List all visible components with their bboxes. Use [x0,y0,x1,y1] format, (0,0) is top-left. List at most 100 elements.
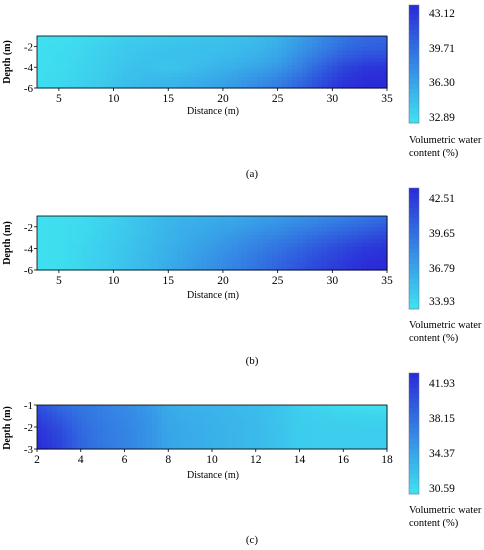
heatmap-cell [127,47,133,52]
heatmap-cell [312,47,318,52]
heatmap-cell [312,250,318,256]
heatmap-cell [287,411,293,416]
heatmap-cell [247,231,253,236]
heatmap-cell [362,420,368,425]
heatmap-cell [112,436,118,441]
heatmap-cell [287,408,293,412]
heatmap-cell [257,84,263,89]
heatmap-cell [142,445,148,450]
heatmap-cell [67,36,73,41]
heatmap-cell [362,65,368,71]
heatmap-cell [332,36,338,41]
heatmap-cell [307,223,313,229]
heatmap-cell [277,219,283,225]
heatmap-cell [352,262,358,267]
heatmap-cell [107,258,113,263]
heatmap-cell [137,430,143,434]
heatmap-cell [332,239,338,244]
heatmap-cell [57,43,63,48]
heatmap-cell [207,411,213,416]
heatmap-cell [172,62,178,67]
colorbar-step [409,218,419,224]
heatmap-cell [297,43,303,48]
heatmap-cell [57,439,63,444]
heatmap-cell [252,266,258,271]
colorbar-step [409,373,419,379]
heatmap-cell [207,58,213,63]
heatmap-cell [147,427,153,431]
heatmap-cell [107,58,113,63]
heatmap-cell [162,405,168,409]
heatmap-cell [172,50,178,56]
heatmap-cell [252,50,258,56]
heatmap-cell [252,436,258,441]
heatmap-cell [317,408,323,412]
heatmap-cell [202,430,208,434]
heatmap-cell [337,47,343,52]
heatmap-cell [132,235,138,240]
heatmap-cell [267,73,273,78]
heatmap-cell [382,246,388,252]
heatmap-cell [297,231,303,236]
heatmap-cell [217,69,223,74]
heatmap-cell [157,84,163,89]
heatmap-cell [102,254,108,260]
heatmap-cell [372,43,378,48]
heatmap-cell [112,433,118,438]
heatmap-cell [142,439,148,444]
heatmap-cell [272,62,278,67]
heatmap-cell [167,58,173,63]
heatmap-cell [262,405,268,409]
heatmap-cell [382,417,388,422]
heatmap-cell [42,216,48,221]
heatmap-cell [77,43,83,48]
heatmap-cell [357,258,363,263]
heatmap-cell [207,239,213,244]
heatmap-cell [107,65,113,71]
heatmap-cell [292,73,298,78]
heatmap-cell [92,80,98,85]
heatmap-cell [152,50,158,56]
heatmap-cell [177,62,183,67]
heatmap-cell [227,417,233,422]
heatmap-cell [202,65,208,71]
heatmap-cell [262,430,268,434]
heatmap-cell [362,266,368,271]
heatmap-cell [257,36,263,41]
heatmap-cell [347,80,353,85]
heatmap-cell [277,84,283,89]
heatmap-cell [162,231,168,236]
heatmap-cell [142,227,148,233]
heatmap-cell [112,65,118,71]
heatmap-cell [272,408,278,412]
heatmap-cell [172,433,178,438]
heatmap-cell [272,262,278,267]
heatmap-cell [137,239,143,244]
heatmap-cell [217,219,223,225]
heatmap-cell [352,65,358,71]
heatmap-cell [87,50,93,56]
heatmap-cell [227,231,233,236]
heatmap-cell [42,420,48,425]
heatmap-cell [172,69,178,74]
heatmap-cell [282,243,288,248]
heatmap-cell [197,411,203,416]
heatmap-cell [67,417,73,422]
heatmap-cell [72,262,78,267]
heatmap-cell [177,39,183,45]
heatmap-cell [372,408,378,412]
heatmap-cell [167,36,173,41]
panel-b-colorbar-tick-3: 33.93 [429,296,455,308]
heatmap-cell [267,408,273,412]
heatmap-cell [37,430,43,434]
heatmap-cell [137,246,143,252]
heatmap-cell [67,405,73,409]
heatmap-cell [117,254,123,260]
heatmap-cell [252,227,258,233]
heatmap-cell [272,76,278,82]
heatmap-cell [317,50,323,56]
heatmap-cell [247,250,253,256]
heatmap-cell [122,417,128,422]
heatmap-cell [67,414,73,419]
heatmap-cell [42,58,48,63]
